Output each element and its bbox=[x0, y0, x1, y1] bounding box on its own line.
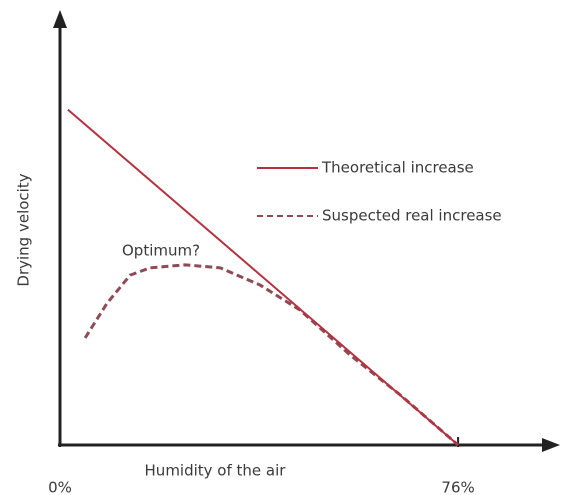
legend-label: Theoretical increase bbox=[321, 159, 474, 177]
legend-label: Suspected real increase bbox=[322, 207, 502, 225]
annotation: Optimum? bbox=[122, 242, 200, 260]
x-tick-label: 0% bbox=[48, 479, 72, 495]
line-series bbox=[67, 108, 459, 446]
x-axis-arrow bbox=[542, 438, 560, 452]
y-axis-label: Drying velocity bbox=[15, 173, 33, 286]
x-axis-label: Humidity of the air bbox=[145, 462, 287, 480]
x-tick-label: 76% bbox=[441, 479, 474, 495]
y-axis-arrow bbox=[53, 10, 67, 28]
line-series bbox=[83, 263, 460, 447]
